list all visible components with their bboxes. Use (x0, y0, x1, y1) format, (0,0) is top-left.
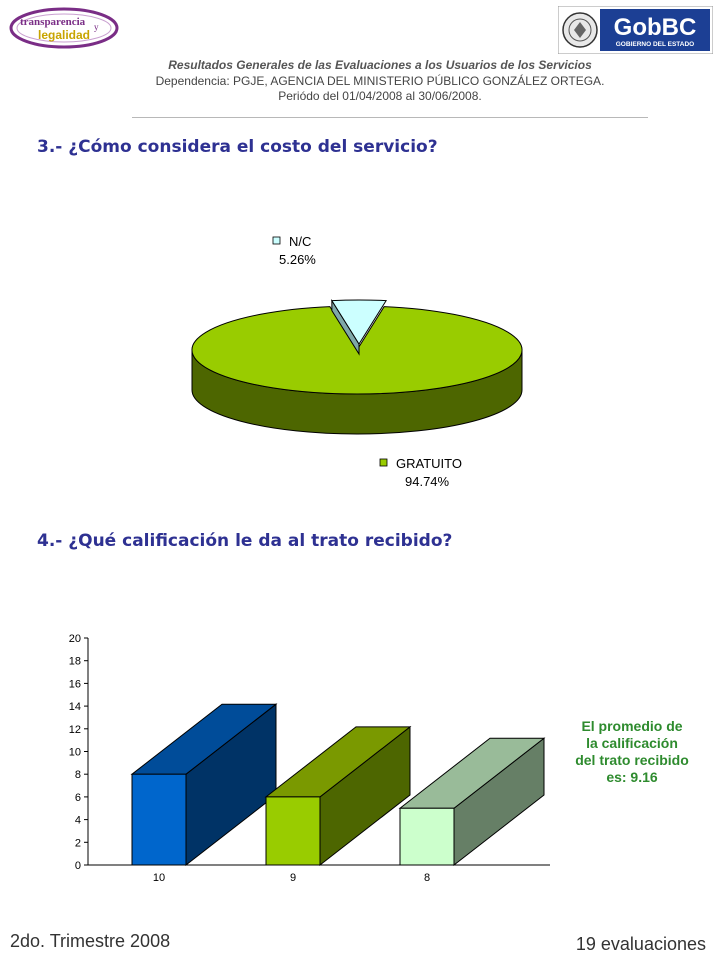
report-dependencia: Dependencia: PGJE, AGENCIA DEL MINISTERI… (155, 74, 605, 88)
footer-period: 2do. Trimestre 2008 (10, 931, 171, 951)
y-tick-label: 8 (75, 769, 81, 781)
pie-label-gratuito: GRATUITO (396, 456, 462, 471)
pie-label-gratuito-swatch (379, 458, 388, 467)
report-title: Resultados Generales de las Evaluaciones… (168, 58, 592, 72)
average-line-3: del trato recibido (575, 752, 689, 768)
y-tick-label: 18 (69, 656, 81, 668)
pie-label-nc-value: 5.26% (279, 252, 316, 267)
average-line-2: la calificación (586, 735, 678, 751)
gobbc-logo: GobBC GOBIERNO DEL ESTADO (558, 6, 713, 54)
y-tick-label: 14 (69, 701, 81, 713)
bar-chart-calificacion: 0 2 4 6 8 10 12 14 16 18 20 10 9 8 (69, 633, 550, 884)
footer-count: 19 evaluaciones (575, 934, 706, 954)
question-4-title: 4.- ¿Qué calificación le da al trato rec… (37, 531, 453, 551)
average-annotation: El promedio de la calificación del trato… (560, 718, 704, 786)
logo-left-line2: legalidad (38, 28, 90, 42)
logo-left-connector: y (94, 22, 99, 32)
state-seal-icon (562, 12, 598, 48)
logo-right-brand: GobBC (614, 14, 697, 41)
x-tick-label-9: 9 (290, 872, 296, 884)
average-line-4: es: 9.16 (606, 769, 658, 785)
y-tick-label: 6 (75, 792, 81, 804)
question-3-title: 3.- ¿Cómo considera el costo del servici… (37, 137, 438, 157)
report-periodo: Periódo del 01/04/2008 al 30/06/2008. (278, 89, 482, 103)
logo-left-line1: transparencia (20, 16, 86, 28)
logo-right-tagline: GOBIERNO DEL ESTADO (616, 41, 695, 48)
average-line-1: El promedio de (581, 718, 683, 734)
pie-slice-nc (330, 299, 388, 345)
bar-9 (265, 796, 321, 866)
bar-8 (399, 807, 455, 866)
y-tick-label: 4 (75, 815, 81, 827)
y-tick-label: 16 (69, 678, 81, 690)
pie-chart-costo: N/C 5.26% GRATUITO 94.74% (191, 234, 523, 489)
y-tick-label: 12 (69, 724, 81, 736)
y-tick-label: 0 (75, 860, 81, 872)
transparencia-legalidad-logo: transparencia y legalidad (9, 7, 119, 49)
y-tick-label: 20 (69, 633, 81, 645)
x-tick-label-10: 10 (153, 872, 165, 884)
bar-10 (131, 773, 187, 866)
pie-label-gratuito-value: 94.74% (405, 474, 450, 489)
header-divider (132, 117, 648, 118)
pie-label-nc: N/C (289, 234, 311, 249)
pie-label-nc-swatch (272, 236, 281, 245)
y-tick-label: 2 (75, 837, 81, 849)
x-tick-label-8: 8 (424, 872, 430, 884)
y-tick-label: 10 (69, 747, 81, 759)
